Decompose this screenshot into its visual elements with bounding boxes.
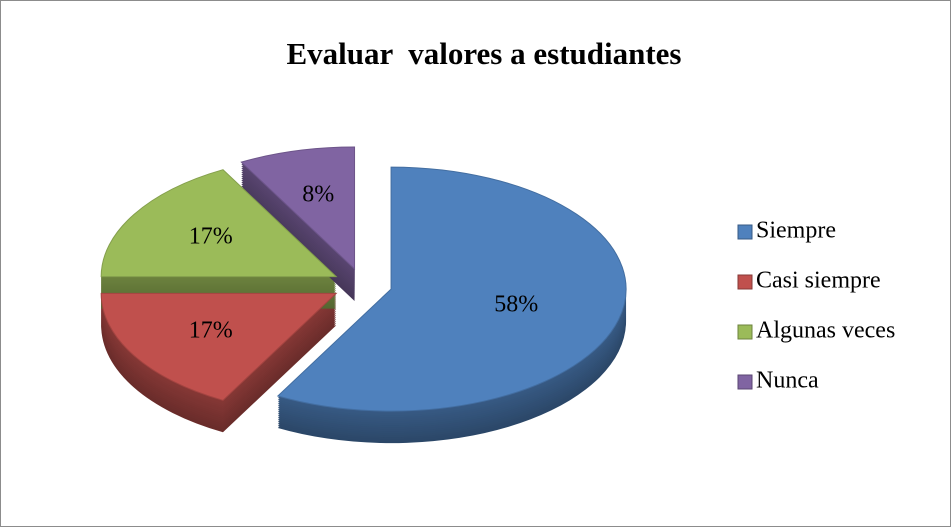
slice [276,166,627,412]
legend-swatch [737,274,753,290]
data-label: 8% [302,181,334,207]
legend: Siempre Casi siempre Algunas veces Nunca [737,218,895,394]
legend-swatch [737,224,753,240]
data-label: 17% [189,317,233,343]
legend-swatch [737,324,753,340]
legend-label: Siempre [756,218,836,244]
pie: 58% 17% 17% 8% [100,146,627,444]
data-label: 58% [494,291,538,317]
data-label: 17% [189,224,233,250]
slice [240,146,356,271]
slice [100,292,338,401]
legend-swatch [737,374,753,390]
chart-title: Evaluar valores a estudiantes [287,36,682,71]
legend-label: Algunas veces [756,318,895,344]
slice [100,169,338,278]
legend-label: Nunca [756,368,819,394]
legend-label: Casi siempre [756,268,881,294]
